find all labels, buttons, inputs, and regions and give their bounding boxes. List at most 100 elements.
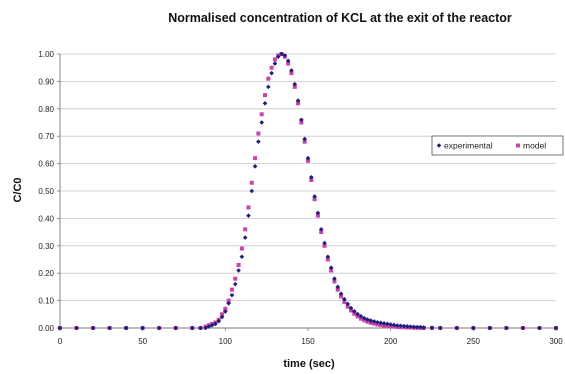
- experimental-point: [107, 325, 112, 331]
- experimental-point: [358, 313, 364, 319]
- model-point: [306, 158, 310, 163]
- model-point: [243, 227, 248, 232]
- model-point: [319, 230, 324, 235]
- model-point: [322, 243, 327, 248]
- model-point: [266, 76, 271, 81]
- experimental-point: [223, 309, 228, 314]
- experimental-point: [394, 323, 400, 328]
- experimental-point: [411, 324, 417, 330]
- model-point: [339, 294, 344, 299]
- experimental-point: [216, 318, 222, 324]
- model-point: [342, 299, 347, 304]
- y-tick-label: 0.30: [38, 242, 54, 251]
- experimental-point: [355, 311, 360, 317]
- model-point: [256, 131, 261, 136]
- model-point: [325, 257, 330, 262]
- model-point: [329, 268, 334, 273]
- model-point: [286, 61, 291, 66]
- grid-lines: [60, 53, 556, 302]
- experimental-point: [198, 325, 203, 331]
- experimental-point: [249, 188, 255, 194]
- experimental-point: [404, 324, 410, 329]
- y-tick-label: 0.00: [38, 324, 54, 333]
- y-tick-label: 0.70: [38, 132, 54, 141]
- experimental-point: [318, 227, 324, 232]
- experimental-point: [242, 235, 248, 240]
- experimental-point: [388, 322, 393, 327]
- experimental-point: [209, 322, 215, 328]
- legend: experimental model: [431, 135, 564, 156]
- experimental-point: [487, 325, 493, 331]
- model-point: [236, 262, 241, 267]
- experimental-point: [219, 314, 225, 320]
- x-tick-label: 150: [301, 337, 315, 346]
- experimental-point: [322, 240, 327, 246]
- experimental-point: [189, 325, 195, 331]
- model-point: [348, 308, 353, 313]
- experimental-point: [371, 319, 377, 324]
- y-tick-label: 0.50: [38, 187, 54, 196]
- experimental-point: [398, 323, 403, 329]
- experimental-point: [289, 68, 294, 73]
- experimental-point: [504, 325, 509, 331]
- experimental-point: [335, 284, 341, 290]
- experimental-point: [378, 320, 384, 326]
- experimental-point: [229, 292, 235, 298]
- legend-marker-experimental: [436, 143, 442, 148]
- experimental-point: [471, 325, 476, 331]
- experimental-point: [206, 324, 212, 329]
- x-tick-label: 250: [467, 337, 481, 346]
- experimental-point: [361, 315, 367, 321]
- model-point: [332, 279, 337, 284]
- experimental-point: [325, 254, 331, 260]
- chart-title: Normalised concentration of KCL at the e…: [168, 11, 512, 25]
- experimental-point: [203, 325, 208, 331]
- data-series: [57, 51, 559, 331]
- experimental-point: [537, 325, 542, 331]
- experimental-point: [232, 281, 238, 287]
- model-point: [239, 246, 244, 251]
- experimental-point: [226, 301, 231, 306]
- model-point: [345, 304, 350, 309]
- model-point: [355, 314, 360, 319]
- experimental-point: [365, 317, 370, 322]
- experimental-point: [553, 325, 559, 331]
- model-point: [269, 65, 274, 70]
- y-tick-label: 1.00: [38, 50, 54, 59]
- experimental-point: [74, 325, 79, 331]
- model-point: [263, 93, 268, 98]
- experimental-point: [259, 120, 265, 125]
- experimental-point: [328, 265, 334, 271]
- model-point: [358, 316, 363, 321]
- experimental-point: [332, 276, 337, 281]
- x-tick-label: 100: [219, 337, 233, 346]
- y-tick-label: 0.60: [38, 160, 54, 169]
- experimental-point: [272, 61, 278, 66]
- x-tick-label: 200: [384, 337, 398, 346]
- experimental-point: [302, 136, 307, 142]
- experimental-point: [266, 84, 271, 90]
- model-point: [259, 112, 264, 117]
- y-tick-label: 0.40: [38, 214, 54, 223]
- experimental-point: [282, 53, 288, 58]
- experimental-point: [312, 194, 317, 199]
- model-point: [352, 311, 357, 316]
- legend-box: [431, 135, 564, 156]
- experimental-point: [262, 101, 268, 106]
- experimental-point: [368, 318, 374, 323]
- experimental-point: [299, 117, 304, 123]
- experimental-point: [173, 325, 179, 331]
- experimental-point: [385, 321, 390, 327]
- experimental-point: [418, 324, 423, 330]
- y-axis-title: C/C0: [12, 177, 24, 202]
- experimental-point: [305, 155, 311, 161]
- experimental-point: [275, 54, 281, 60]
- model-point: [229, 287, 234, 292]
- experimental-point: [295, 98, 301, 103]
- experimental-point: [351, 308, 357, 314]
- model-point: [309, 178, 314, 183]
- model-point: [272, 57, 277, 62]
- experimental-point: [156, 325, 162, 331]
- model-point: [299, 120, 304, 125]
